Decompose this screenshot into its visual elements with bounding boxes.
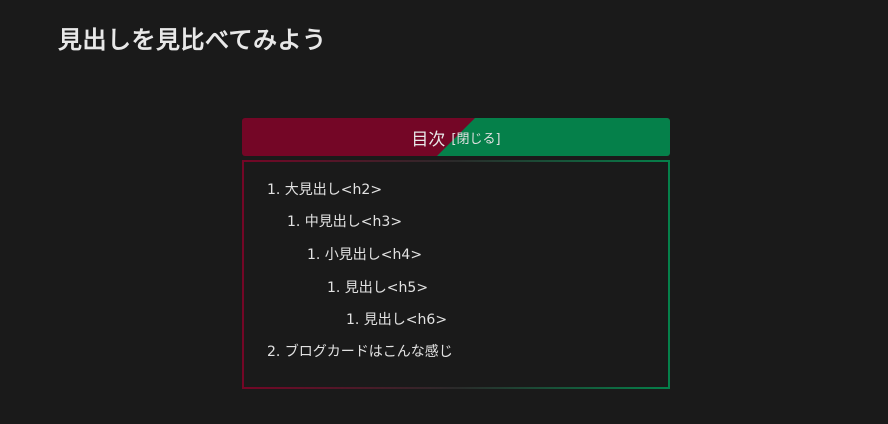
toc-item-h5[interactable]: 1. 見出し<h5> xyxy=(327,280,429,296)
toc-item-blogcard[interactable]: 2. ブログカードはこんな感じ xyxy=(267,344,453,360)
toc-header-accent xyxy=(437,118,670,156)
toc-toggle-button[interactable]: [閉じる] xyxy=(451,131,501,147)
page-title: 見出しを見比べてみよう xyxy=(58,26,327,54)
toc-item-h3[interactable]: 1. 中見出し<h3> xyxy=(287,214,403,230)
toc-title: 目次 xyxy=(411,129,446,150)
toc-header: 目次 [閉じる] xyxy=(242,118,670,156)
toc-item-h4[interactable]: 1. 小見出し<h4> xyxy=(307,247,423,263)
toc-item-h2[interactable]: 1. 大見出し<h2> xyxy=(267,182,383,198)
toc-item-h6[interactable]: 1. 見出し<h6> xyxy=(346,312,448,328)
toc-list xyxy=(242,160,670,389)
